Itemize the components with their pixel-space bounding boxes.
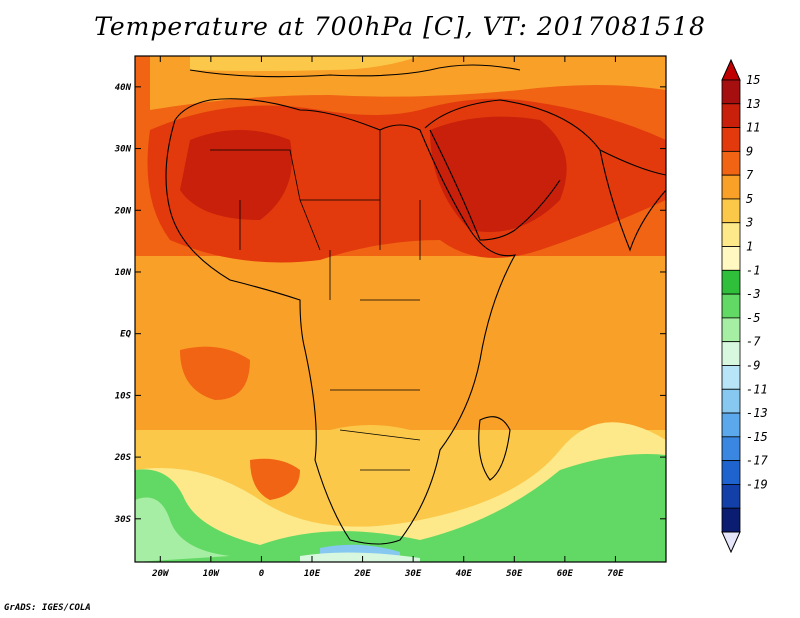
colorbar-label: 9	[746, 144, 753, 158]
colorbar-swatch	[721, 507, 741, 533]
lat-label: 30N	[114, 145, 132, 155]
colorbar-label: -3	[746, 287, 760, 301]
colorbar-swatch	[721, 484, 741, 509]
colorbar-swatch	[721, 317, 741, 343]
madagascar	[478, 416, 511, 481]
lon-label: 70E	[607, 569, 624, 579]
arabia-asia-coast	[424, 99, 666, 176]
colorbar-label: -19	[746, 477, 768, 491]
colorbar-swatch	[721, 150, 741, 176]
colorbar-label: -15	[746, 430, 768, 444]
field-south-africa	[330, 425, 412, 510]
grads-credit: GrADS: IGES/COLA	[4, 603, 91, 613]
map-frame	[134, 55, 667, 563]
lon-label: 10E	[304, 569, 321, 579]
field-atl-warm	[250, 458, 300, 500]
colorbar-swatch	[721, 198, 741, 224]
colorbar-swatch	[721, 293, 741, 319]
lat-label: 10N	[115, 268, 132, 278]
lon-label: 20E	[353, 569, 371, 579]
lon-label: 0	[259, 569, 265, 579]
lon-label: 50E	[506, 569, 523, 579]
field-sahara-core	[180, 130, 292, 220]
colorbar-swatch	[721, 246, 741, 271]
colorbar: 15 13 11 9 7 5 3 1 -1 -3 -5 -7 -9 -11 -13 -15 -17 -19	[721, 58, 768, 554]
longitude-axis: 20W 10W 0 10E 20E 30E 40E 50E 60E 70E	[151, 56, 624, 579]
field-south-lightgreen	[135, 497, 230, 562]
country-borders	[210, 130, 421, 471]
colorbar-label: -9	[746, 358, 760, 372]
colorbar-swatch	[721, 412, 741, 438]
arabia-south-coast	[429, 129, 561, 241]
colorbar-label: 15	[746, 73, 760, 87]
colorbar-label: 1	[746, 240, 753, 254]
colorbar-label: 3	[745, 216, 753, 230]
lon-label: 30E	[404, 569, 422, 579]
colorbar-under-arrow	[721, 531, 741, 554]
colorbar-label: -7	[746, 335, 761, 349]
colorbar-swatch	[721, 436, 741, 462]
africa-outline	[165, 98, 517, 545]
lat-label: 20N	[114, 206, 132, 216]
colorbar-swatch	[721, 460, 741, 485]
colorbar-swatch	[721, 341, 741, 366]
lat-label: 30S	[114, 515, 132, 525]
colorbar-label: -13	[746, 406, 768, 420]
colorbar-swatch	[721, 174, 741, 200]
lat-label: 20S	[114, 453, 132, 463]
colorbar-label: -11	[746, 382, 768, 396]
india-coast	[599, 149, 666, 252]
field-atl-warm2	[180, 346, 250, 400]
colorbar-swatch	[721, 365, 741, 390]
lat-label: 40N	[115, 83, 132, 93]
field-south-green	[135, 454, 666, 562]
lon-label: 20W	[151, 569, 170, 579]
lat-label: 10S	[115, 391, 132, 401]
colorbar-label: 13	[746, 97, 760, 111]
temperature-field	[135, 56, 666, 562]
colorbar-swatch	[721, 388, 741, 414]
latitude-axis: 40N 30N 20N 10N EQ 10S 20S 30S	[114, 83, 666, 525]
lon-label: 60E	[557, 569, 574, 579]
colorbar-swatch	[721, 269, 741, 295]
colorbar-label: -5	[746, 311, 760, 325]
colorbar-swatch	[721, 127, 741, 152]
map-title: Temperature at 700hPa [C], VT: 201708151…	[94, 12, 706, 41]
europe-coast	[189, 64, 521, 78]
lon-label: 10W	[203, 569, 221, 579]
colorbar-swatch	[721, 103, 741, 128]
colorbar-label: -17	[746, 454, 768, 468]
colorbar-label: 5	[746, 192, 753, 206]
field-south-cyan	[300, 552, 420, 562]
colorbar-label: -1	[746, 263, 760, 277]
lat-label: EQ	[120, 330, 131, 340]
colorbar-label: 11	[746, 121, 760, 135]
lon-label: 40E	[456, 569, 473, 579]
colorbar-swatch	[721, 222, 741, 247]
colorbar-swatch	[721, 79, 741, 105]
colorbar-label: 7	[746, 168, 754, 182]
field-central	[320, 295, 407, 400]
coastlines	[165, 64, 666, 545]
colorbar-over-arrow	[721, 58, 741, 81]
